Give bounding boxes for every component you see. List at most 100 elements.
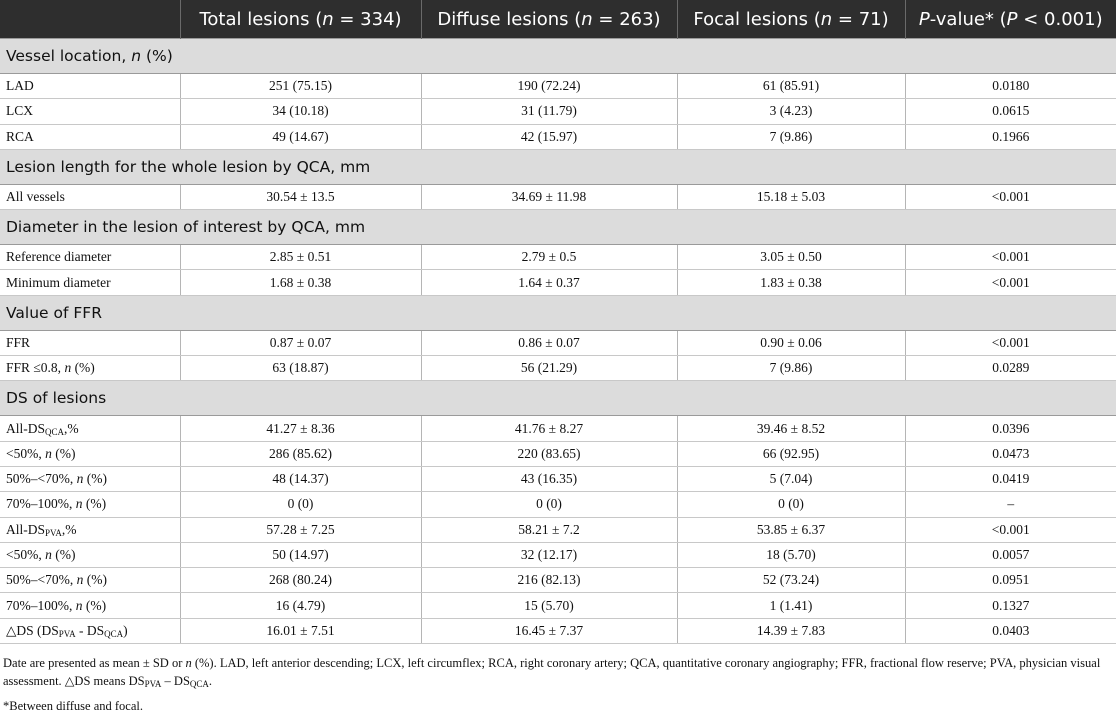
section-ds-of-lesions: DS of lesions xyxy=(0,380,1116,417)
cell-total: 16.01 ± 7.51 xyxy=(180,618,422,645)
row-label: LCX xyxy=(0,98,181,125)
header-total-lesions: Total lesions (n = 334) xyxy=(180,0,422,39)
section-lesion-length: Lesion length for the whole lesion by QC… xyxy=(0,148,1116,185)
cell-total: 0.87 ± 0.07 xyxy=(180,330,422,357)
table-row: All vessels 30.54 ± 13.5 34.69 ± 11.98 1… xyxy=(0,184,1116,211)
row-label: <50%, n (%) xyxy=(0,441,181,467)
cell-p-value: 0.0419 xyxy=(905,466,1116,493)
row-label: 70%–100%, n (%) xyxy=(0,592,181,619)
cell-focal: 1 (1.41) xyxy=(677,592,906,619)
cell-focal: 18 (5.70) xyxy=(677,542,906,569)
row-label: FFR ≤0.8, n (%) xyxy=(0,355,181,382)
cell-total: 34 (10.18) xyxy=(180,98,422,125)
cell-p-value: 0.0180 xyxy=(905,73,1116,100)
cell-total: 48 (14.37) xyxy=(180,466,422,493)
section-row: Value of FFR xyxy=(0,294,1116,331)
cell-p-value: 0.0473 xyxy=(905,441,1116,467)
cell-focal: 14.39 ± 7.83 xyxy=(677,618,906,645)
row-label: 50%–<70%, n (%) xyxy=(0,466,181,493)
table-row: Minimum diameter 1.68 ± 0.38 1.64 ± 0.37… xyxy=(0,269,1116,296)
cell-diffuse: 216 (82.13) xyxy=(421,567,678,594)
cell-total: 49 (14.67) xyxy=(180,124,422,150)
cell-focal: 53.85 ± 6.37 xyxy=(677,517,906,543)
table-row: <50%, n (%) 50 (14.97) 32 (12.17) 18 (5.… xyxy=(0,542,1116,569)
row-label: <50%, n (%) xyxy=(0,542,181,569)
cell-p-value: 0.0615 xyxy=(905,98,1116,125)
cell-diffuse: 190 (72.24) xyxy=(421,73,678,100)
cell-focal: 3 (4.23) xyxy=(677,98,906,125)
table-row: 50%–<70%, n (%) 48 (14.37) 43 (16.35) 5 … xyxy=(0,466,1116,493)
cell-p-value: 0.0951 xyxy=(905,567,1116,594)
header-diffuse-lesions: Diffuse lesions (n = 263) xyxy=(421,0,678,39)
section-diameter: Diameter in the lesion of interest by QC… xyxy=(0,209,1116,246)
cell-total: 41.27 ± 8.36 xyxy=(180,415,422,442)
header-p-value: P-value* (P < 0.001) xyxy=(905,0,1116,39)
section-row: Diameter in the lesion of interest by QC… xyxy=(0,209,1116,246)
table-row: All-DSPVA,% 57.28 ± 7.25 58.21 ± 7.2 53.… xyxy=(0,517,1116,543)
cell-total: 57.28 ± 7.25 xyxy=(180,517,422,543)
cell-focal: 61 (85.91) xyxy=(677,73,906,100)
cell-p-value: 0.1966 xyxy=(905,124,1116,150)
cell-focal: 39.46 ± 8.52 xyxy=(677,415,906,442)
cell-total: 63 (18.87) xyxy=(180,355,422,382)
section-vessel-location: Vessel location, n (%) xyxy=(0,38,1116,74)
cell-diffuse: 0 (0) xyxy=(421,491,678,518)
cell-p-value: <0.001 xyxy=(905,517,1116,543)
table-row: <50%, n (%) 286 (85.62) 220 (83.65) 66 (… xyxy=(0,441,1116,467)
table-row: FFR ≤0.8, n (%) 63 (18.87) 56 (21.29) 7 … xyxy=(0,355,1116,382)
cell-p-value: 0.0057 xyxy=(905,542,1116,569)
cell-diffuse: 56 (21.29) xyxy=(421,355,678,382)
table-row: RCA 49 (14.67) 42 (15.97) 7 (9.86) 0.196… xyxy=(0,124,1116,150)
cell-diffuse: 31 (11.79) xyxy=(421,98,678,125)
cell-total: 268 (80.24) xyxy=(180,567,422,594)
row-label: LAD xyxy=(0,73,181,100)
table-row: 70%–100%, n (%) 0 (0) 0 (0) 0 (0) – xyxy=(0,491,1116,518)
section-row: DS of lesions xyxy=(0,380,1116,417)
cell-focal: 1.83 ± 0.38 xyxy=(677,269,906,296)
cell-total: 30.54 ± 13.5 xyxy=(180,184,422,211)
table-row: 70%–100%, n (%) 16 (4.79) 15 (5.70) 1 (1… xyxy=(0,592,1116,619)
table-row: All-DSQCA,% 41.27 ± 8.36 41.76 ± 8.27 39… xyxy=(0,415,1116,442)
cell-diffuse: 34.69 ± 11.98 xyxy=(421,184,678,211)
table-row: Reference diameter 2.85 ± 0.51 2.79 ± 0.… xyxy=(0,244,1116,271)
row-label: FFR xyxy=(0,330,181,357)
row-label: Minimum diameter xyxy=(0,269,181,296)
section-row: Vessel location, n (%) xyxy=(0,38,1116,74)
cell-total: 16 (4.79) xyxy=(180,592,422,619)
cell-focal: 66 (92.95) xyxy=(677,441,906,467)
cell-p-value: <0.001 xyxy=(905,244,1116,271)
cell-diffuse: 58.21 ± 7.2 xyxy=(421,517,678,543)
cell-focal: 7 (9.86) xyxy=(677,124,906,150)
cell-diffuse: 0.86 ± 0.07 xyxy=(421,330,678,357)
row-label: Reference diameter xyxy=(0,244,181,271)
cell-total: 2.85 ± 0.51 xyxy=(180,244,422,271)
cell-diffuse: 16.45 ± 7.37 xyxy=(421,618,678,645)
row-label: 50%–<70%, n (%) xyxy=(0,567,181,594)
cell-p-value: 0.0289 xyxy=(905,355,1116,382)
cell-diffuse: 15 (5.70) xyxy=(421,592,678,619)
cell-p-value: 0.0403 xyxy=(905,618,1116,645)
cell-p-value: <0.001 xyxy=(905,330,1116,357)
table-footnote-abbreviations: Date are presented as mean ± SD or n (%)… xyxy=(3,656,1101,690)
cell-diffuse: 32 (12.17) xyxy=(421,542,678,569)
table-footnote-p-value: *Between diffuse and focal. xyxy=(3,699,143,714)
lesion-characteristics-table: Total lesions (n = 334) Diffuse lesions … xyxy=(0,0,1116,645)
table-row: FFR 0.87 ± 0.07 0.86 ± 0.07 0.90 ± 0.06 … xyxy=(0,330,1116,357)
row-label: All-DSQCA,% xyxy=(0,415,181,442)
cell-total: 1.68 ± 0.38 xyxy=(180,269,422,296)
row-label: RCA xyxy=(0,124,181,150)
section-row: Lesion length for the whole lesion by QC… xyxy=(0,148,1116,185)
cell-p-value: 0.1327 xyxy=(905,592,1116,619)
table-row: LAD 251 (75.15) 190 (72.24) 61 (85.91) 0… xyxy=(0,73,1116,100)
cell-focal: 0.90 ± 0.06 xyxy=(677,330,906,357)
table-header-row: Total lesions (n = 334) Diffuse lesions … xyxy=(0,0,1116,39)
cell-diffuse: 43 (16.35) xyxy=(421,466,678,493)
cell-diffuse: 1.64 ± 0.37 xyxy=(421,269,678,296)
cell-total: 251 (75.15) xyxy=(180,73,422,100)
cell-focal: 15.18 ± 5.03 xyxy=(677,184,906,211)
cell-p-value: <0.001 xyxy=(905,269,1116,296)
cell-focal: 3.05 ± 0.50 xyxy=(677,244,906,271)
cell-diffuse: 2.79 ± 0.5 xyxy=(421,244,678,271)
cell-focal: 0 (0) xyxy=(677,491,906,518)
